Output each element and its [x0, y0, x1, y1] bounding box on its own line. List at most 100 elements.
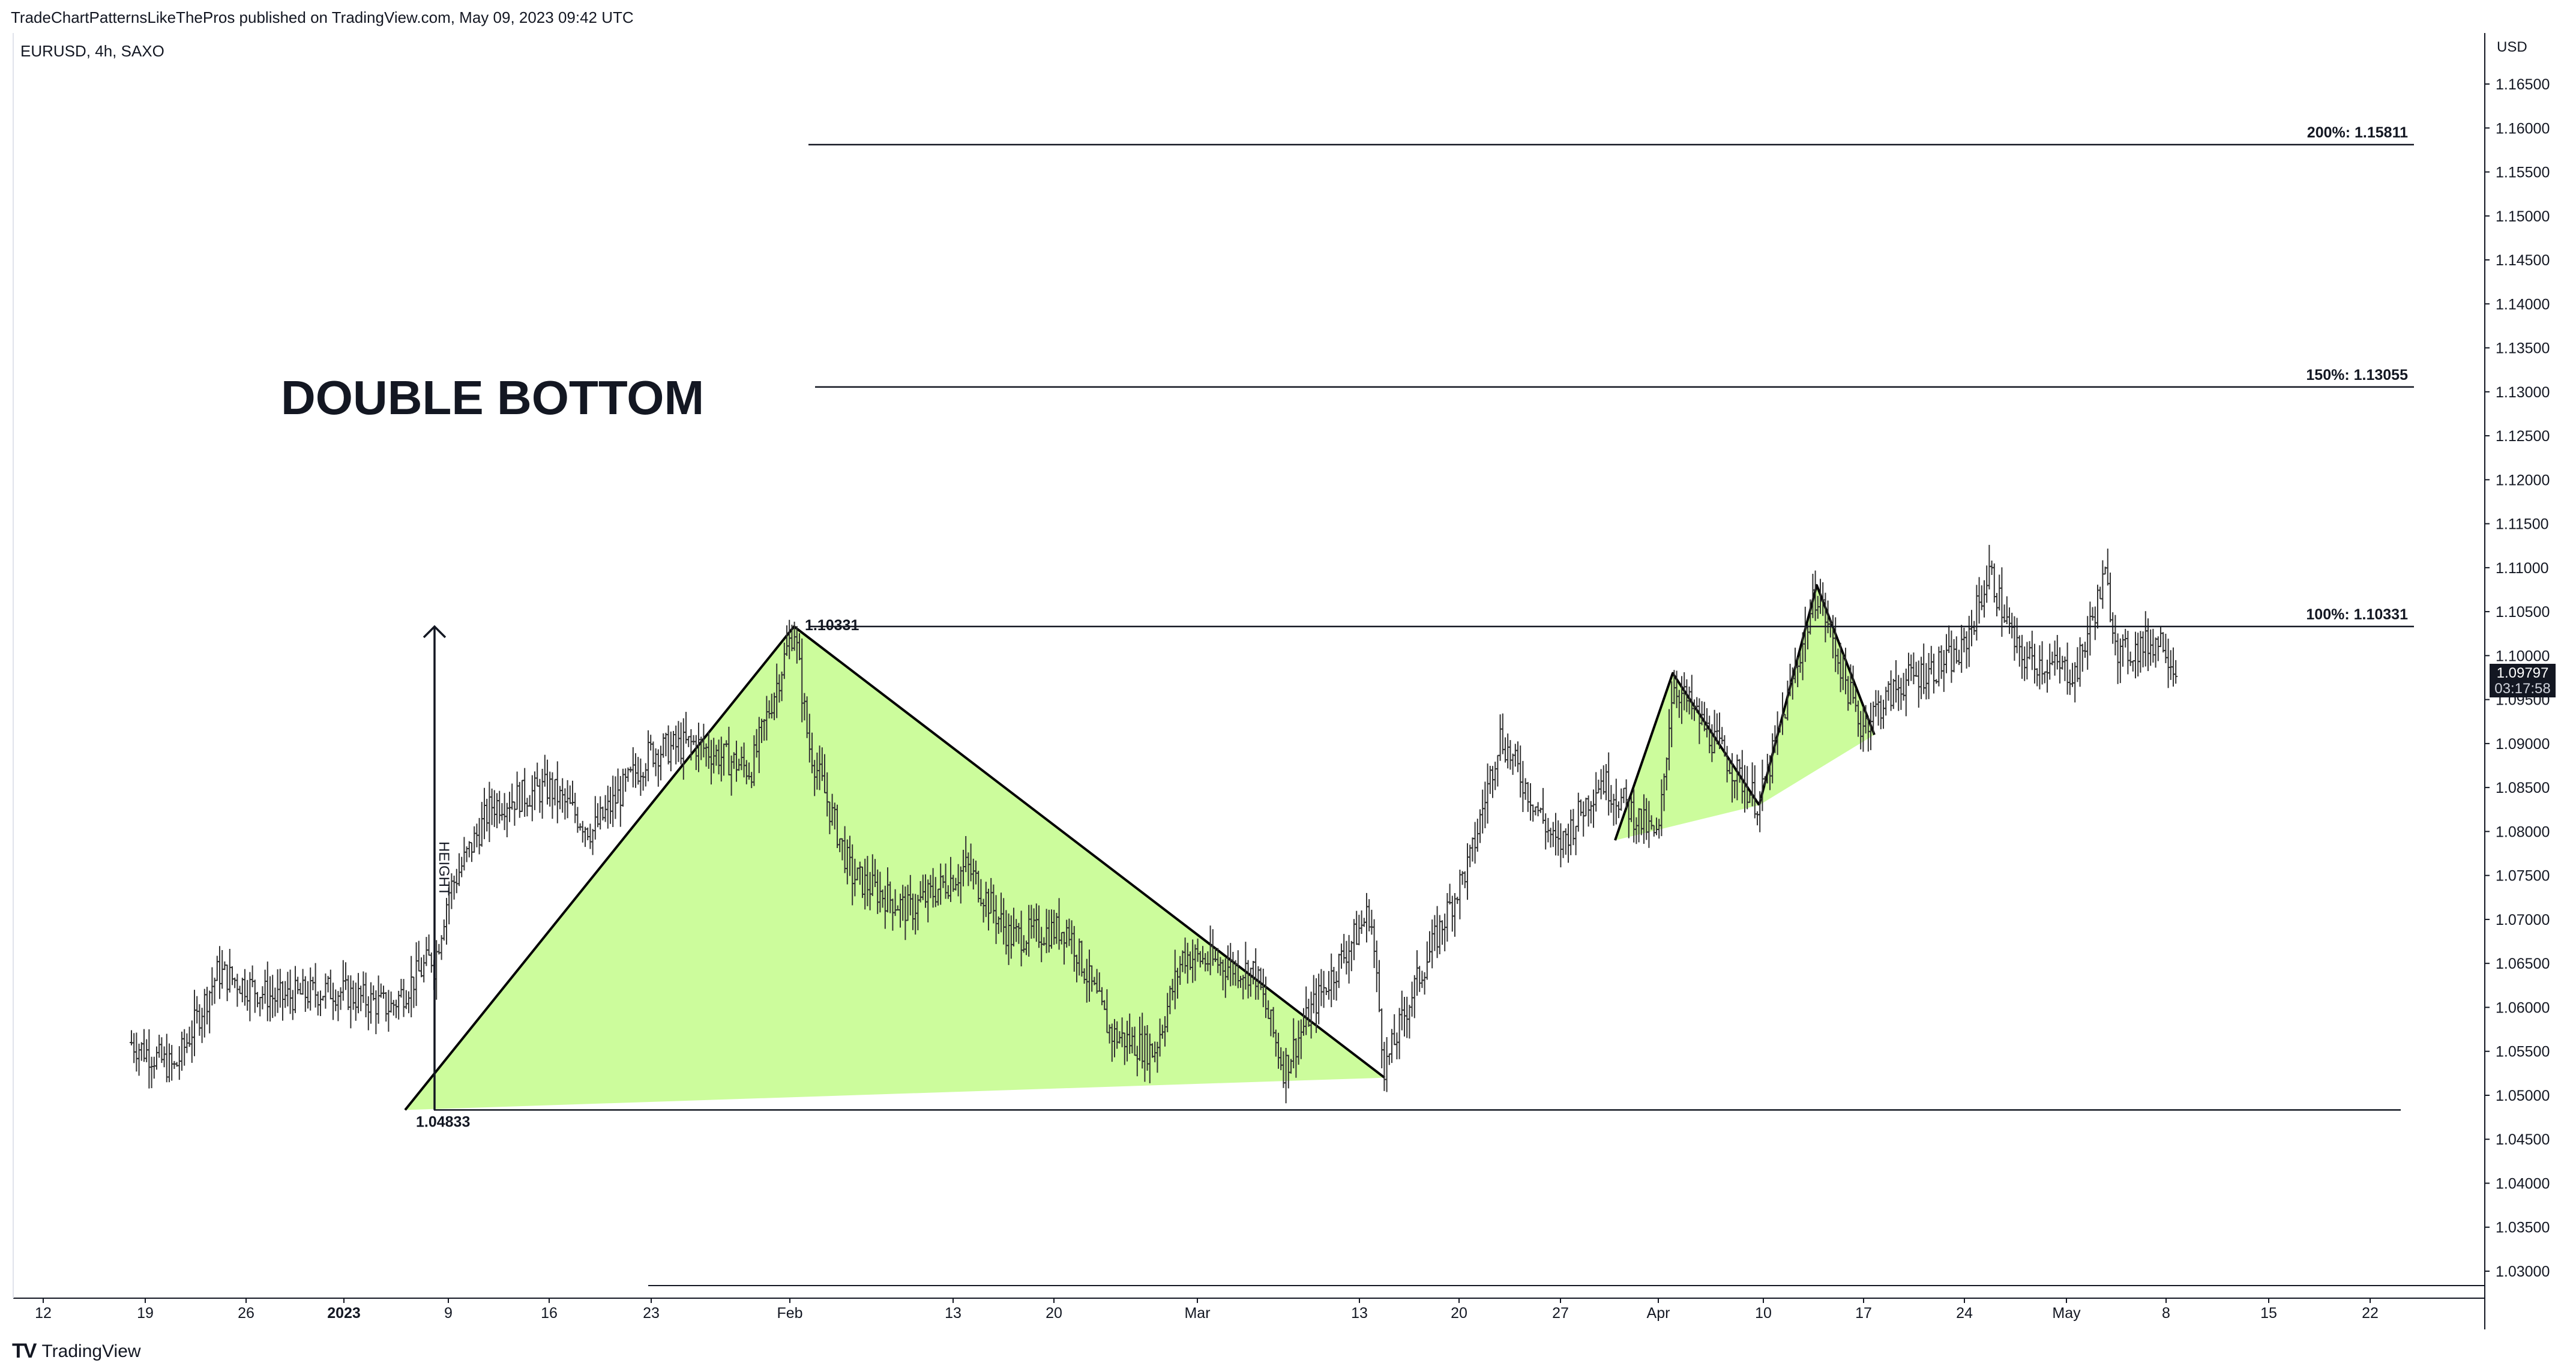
ohlc-bar: [1337, 954, 1341, 988]
ohlc-bar: [1995, 592, 1999, 616]
ohlc-bar: [1342, 934, 1346, 964]
ohlc-bar: [1584, 798, 1588, 817]
ohlc-bar: [200, 1008, 204, 1043]
ohlc-bar: [157, 1035, 161, 1058]
ohlc-bar: [379, 983, 383, 998]
ohlc-bar: [2038, 645, 2042, 690]
ohlc-bar: [1377, 960, 1381, 1012]
ohlc-bar: [256, 991, 259, 1008]
ohlc-bar: [427, 934, 431, 956]
x-tick-label: 15: [2260, 1305, 2277, 1322]
x-tick-label: Feb: [777, 1305, 802, 1322]
ohlc-bar: [1594, 772, 1598, 812]
ohlc-bar: [1463, 871, 1467, 888]
ohlc-bar: [263, 969, 267, 1004]
ohlc-bar: [1453, 893, 1457, 937]
y-tick-label: 1.08500: [2496, 780, 2550, 796]
ohlc-bar: [202, 988, 206, 1038]
ohlc-bar: [1559, 823, 1563, 868]
ohlc-bar: [2055, 634, 2059, 670]
ohlc-bar: [1937, 646, 1941, 687]
ohlc-bar: [2126, 631, 2130, 675]
ohlc-bar: [205, 987, 209, 1024]
ohlc-bar: [1964, 631, 1969, 669]
ohlc-bar: [177, 1046, 181, 1080]
ohlc-bar: [1420, 970, 1424, 988]
y-tick-label: 1.05000: [2496, 1088, 2550, 1104]
ohlc-bar: [603, 795, 607, 822]
ohlc-bar: [155, 1046, 158, 1070]
level-label: 150%: 1.13055: [2306, 367, 2408, 384]
published-info: TradeChartPatternsLikeThePros published …: [11, 8, 634, 26]
ohlc-bar: [467, 841, 471, 858]
ohlc-bar: [1894, 660, 1898, 703]
ohlc-bar: [548, 771, 552, 807]
ohlc-bar: [404, 990, 408, 1009]
ohlc-bar: [540, 769, 544, 819]
ohlc-bar: [2030, 630, 2034, 670]
ohlc-bar: [1897, 675, 1901, 711]
ohlc-bar: [298, 982, 302, 995]
ohlc-bar: [1355, 910, 1359, 945]
ohlc-bar: [1385, 1037, 1389, 1092]
y-tick-label: 1.10500: [2496, 604, 2550, 621]
ohlc-bar: [2156, 636, 2160, 661]
ohlc-bar: [180, 1031, 184, 1071]
ohlc-bar: [691, 735, 696, 745]
ohlc-bar: [1430, 919, 1434, 969]
ohlc-bar: [1977, 577, 1981, 624]
ohlc-bar: [530, 775, 534, 822]
ohlc-bar: [162, 1046, 166, 1068]
ohlc-bar: [357, 973, 360, 1014]
ohlc-bar: [2060, 655, 2065, 670]
y-tick-label: 1.15000: [2496, 208, 2550, 225]
ohlc-bar: [1889, 670, 1893, 711]
ohlc-bar: [611, 775, 615, 828]
ohlc-bar: [316, 991, 320, 1016]
symbol-legend[interactable]: EURUSD, 4h, SAXO: [20, 42, 164, 60]
ohlc-bar: [190, 1020, 194, 1063]
ohlc-bar: [1425, 941, 1429, 980]
ohlc-bar: [278, 969, 282, 1008]
ohlc-bar: [281, 981, 284, 1021]
x-tick-label: 22: [2362, 1305, 2379, 1322]
ohlc-bar: [1987, 544, 1991, 590]
ohlc-bar: [1997, 574, 2002, 611]
ohlc-bar: [1382, 1041, 1386, 1091]
x-tick-label: 23: [643, 1305, 660, 1322]
ohlc-bar: [1622, 787, 1626, 804]
ohlc-bar: [147, 1029, 151, 1089]
ohlc-bar: [684, 712, 688, 744]
ohlc-bar: [2096, 585, 2099, 629]
ohlc-bar: [664, 732, 668, 757]
ohlc-bar: [1531, 804, 1535, 822]
ohlc-bar: [669, 731, 673, 772]
ohlc-bar: [1879, 695, 1883, 730]
ohlc-bar: [634, 753, 637, 788]
ohlc-bar: [260, 986, 265, 1009]
ohlc-bar: [288, 969, 292, 1014]
ohlc-bar: [1922, 643, 1926, 694]
ohlc-bar: [543, 754, 547, 787]
tradingview-logo-icon: TV: [12, 1340, 37, 1362]
ohlc-bar: [1405, 996, 1409, 1038]
ohlc-bar: [2116, 633, 2120, 684]
ohlc-bar: [1891, 679, 1895, 709]
ohlc-bar: [412, 976, 416, 1008]
ohlc-bar: [1592, 789, 1595, 828]
ohlc-bar: [1428, 931, 1431, 963]
ohlc-bar: [2033, 643, 2036, 684]
ohlc-bar: [1556, 820, 1560, 856]
ohlc-bar: [639, 758, 643, 796]
ohlc-bar: [641, 772, 645, 791]
ohlc-bar: [2078, 637, 2082, 687]
tradingview-logo[interactable]: TV TradingView: [12, 1340, 141, 1363]
x-tick-label: 13: [1351, 1305, 1368, 1322]
ohlc-bar: [500, 803, 504, 821]
ohlc-bar: [483, 787, 486, 840]
ohlc-bar: [490, 788, 494, 825]
ohlc-bar: [311, 976, 315, 990]
ohlc-bar: [568, 785, 572, 804]
ohlc-bar: [1357, 915, 1361, 945]
